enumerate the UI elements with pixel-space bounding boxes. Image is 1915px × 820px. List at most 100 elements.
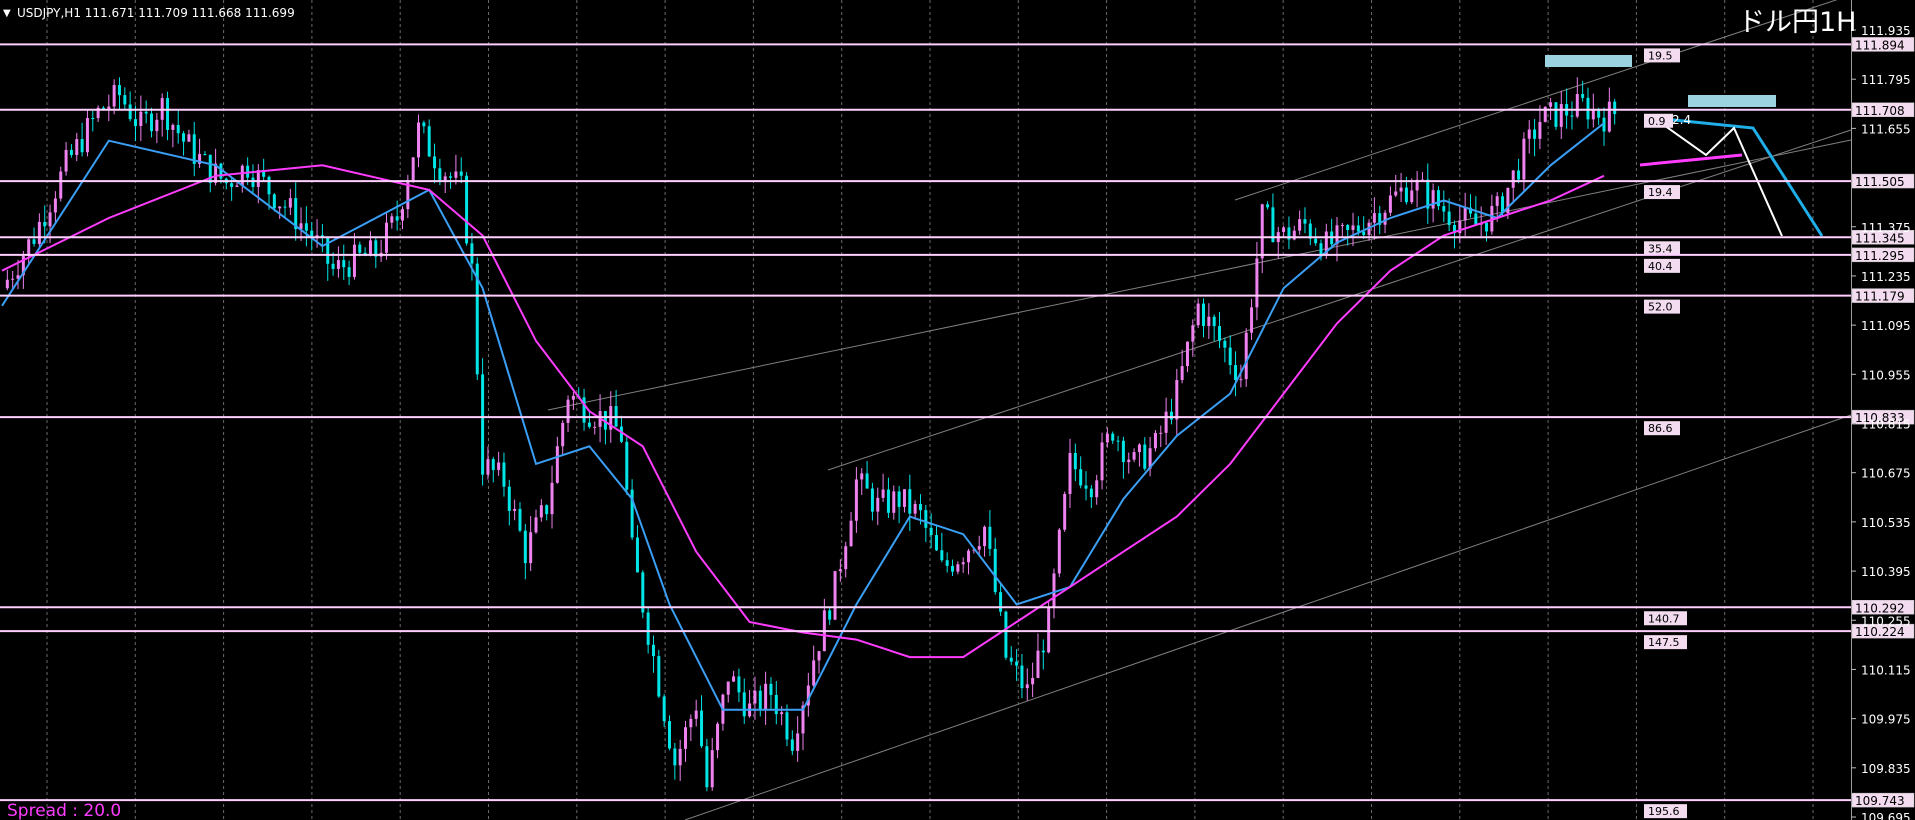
candle-body	[983, 526, 987, 547]
candle-body	[646, 612, 650, 645]
candle-body	[737, 676, 741, 693]
candle-body	[1314, 238, 1318, 244]
candle-body	[774, 694, 778, 715]
candle-body	[1234, 365, 1238, 380]
candle-body	[705, 746, 709, 788]
level-price-label: 111.505	[1855, 175, 1905, 189]
candle-body	[1244, 332, 1248, 380]
candle-body	[555, 446, 559, 483]
candle-body	[1079, 469, 1083, 486]
candle-body	[283, 206, 287, 208]
candle-body	[513, 508, 517, 511]
candle-body	[1372, 213, 1376, 223]
candle-body	[342, 260, 346, 268]
candle-body	[288, 198, 292, 208]
candle-body	[1538, 121, 1542, 139]
candle-body	[128, 104, 132, 120]
level-price-label: 111.894	[1855, 38, 1905, 52]
candle-body	[587, 422, 591, 427]
candle-body	[417, 122, 421, 158]
candle-body	[1474, 213, 1478, 225]
candle-body	[732, 676, 736, 682]
candle-body	[11, 278, 15, 280]
candle-body	[673, 748, 677, 766]
candle-body	[700, 710, 704, 747]
chart-title: ドル円1H	[1738, 7, 1856, 38]
candle-body	[331, 263, 335, 269]
forecast-path-blue	[1653, 116, 1824, 237]
candle-body	[1063, 493, 1067, 530]
candle-body	[1335, 225, 1339, 245]
candle-body	[176, 124, 180, 134]
symbol-info: USDJPY,H1 111.671 111.709 111.668 111.69…	[17, 6, 295, 20]
candle-body	[838, 569, 842, 572]
price-axis: 111.935 111.795 111.655 111.375 111.235 111.0…	[1851, 0, 1911, 820]
candle-body	[1041, 650, 1045, 653]
candle-body	[828, 610, 832, 620]
candle-body	[123, 95, 127, 105]
level-distance-box	[1644, 258, 1680, 273]
level-price-label: 110.224	[1855, 625, 1905, 639]
candle-body	[240, 165, 244, 186]
candle-body	[422, 122, 426, 127]
level-distance-label: 35.4	[1648, 242, 1673, 255]
target-box-upper	[1545, 55, 1632, 67]
level-distance-box	[1644, 185, 1680, 200]
level-distance-label: 195.6	[1648, 805, 1680, 818]
candle-body	[1047, 606, 1051, 653]
menu-triangle-icon[interactable]: ▼	[3, 8, 11, 19]
ma-fast-line	[1, 122, 1605, 711]
candle-body	[214, 163, 218, 183]
candle-body	[1084, 485, 1088, 489]
candle-body	[117, 84, 121, 96]
candle-body	[16, 275, 20, 279]
candle-body	[571, 395, 575, 400]
candle-body	[726, 681, 730, 695]
candle-body	[1469, 207, 1472, 214]
candle-body	[1073, 452, 1077, 470]
level-distance-label: 19.5	[1648, 49, 1673, 62]
candle-body	[1506, 187, 1510, 214]
candle-body	[886, 489, 890, 513]
level-distance-box	[1644, 241, 1680, 256]
candle-body	[1303, 219, 1307, 224]
candle-body	[91, 117, 95, 119]
candle-body	[32, 239, 36, 244]
level-price-label: 110.833	[1855, 411, 1905, 425]
candle-body	[796, 733, 800, 751]
channel-line	[827, 129, 1852, 471]
candle-body	[368, 240, 372, 256]
candle-body	[1052, 573, 1056, 607]
candle-body	[1239, 379, 1243, 381]
candle-body	[1501, 196, 1505, 214]
candle-body	[1121, 440, 1125, 463]
candle-body	[449, 176, 453, 178]
candle-body	[865, 473, 869, 489]
candle-body	[1292, 230, 1296, 240]
candle-body	[139, 111, 143, 126]
candle-body	[1436, 190, 1440, 207]
candle-body	[651, 644, 655, 657]
candle-body	[80, 139, 84, 153]
candle-body	[1362, 231, 1366, 235]
candle-body	[112, 84, 116, 107]
candle-body	[1036, 650, 1040, 678]
candle-body	[1399, 187, 1403, 192]
candle-body	[1463, 207, 1467, 221]
candle-body	[1218, 326, 1222, 341]
candle-body	[481, 374, 485, 475]
candle-body	[5, 279, 9, 289]
level-distance-box	[1644, 611, 1687, 626]
candle-body	[1527, 129, 1531, 139]
candle-body	[1180, 366, 1184, 381]
channel-line	[1234, 0, 1838, 201]
candle-body	[1127, 459, 1131, 463]
candle-body	[1185, 341, 1189, 367]
axis-tick-label: 111.935	[1861, 24, 1911, 38]
axis-tick-label: 110.255	[1861, 614, 1911, 628]
candle-body	[1132, 452, 1136, 460]
candle-body	[96, 107, 100, 119]
level-distance-box	[1644, 48, 1680, 63]
candle-body	[972, 549, 976, 551]
